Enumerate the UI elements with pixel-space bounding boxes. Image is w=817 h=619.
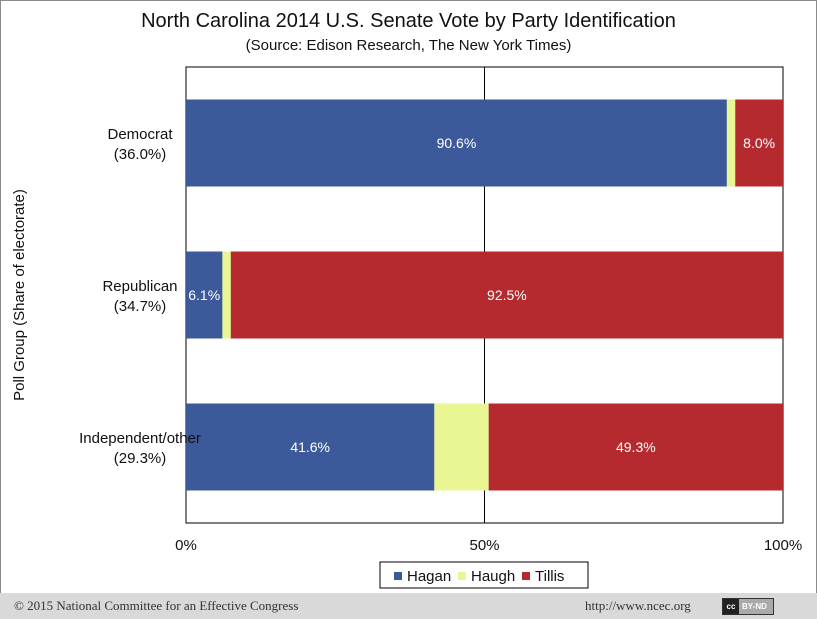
x-tick-label: 100% <box>764 537 802 554</box>
bar-tillis-2 <box>488 403 783 491</box>
bar-hagan-0 <box>186 99 727 187</box>
bar-hagan-2 <box>186 403 435 491</box>
category-share-label: (29.3%) <box>114 450 167 467</box>
legend-label-haugh: Haugh <box>471 568 515 585</box>
footer-bar: © 2015 National Committee for an Effecti… <box>0 593 817 619</box>
cc-icon: cc <box>723 599 739 614</box>
bar-haugh-0 <box>726 99 736 187</box>
cc-license-badge: cc BY-ND <box>722 598 774 615</box>
bar-haugh-1 <box>222 251 231 339</box>
bar-tillis-1 <box>230 251 783 339</box>
legend-label-tillis: Tillis <box>535 568 564 585</box>
data-label-hagan-0: 90.6% <box>437 135 477 151</box>
chart-subtitle: (Source: Edison Research, The New York T… <box>245 37 572 54</box>
legend-swatch-haugh <box>458 572 466 580</box>
legend-swatch-tillis <box>522 572 530 580</box>
legend-box <box>379 561 589 589</box>
bar-haugh-2 <box>434 403 489 491</box>
data-label-tillis-0: 8.0% <box>743 135 775 151</box>
bar-tillis-0 <box>735 99 783 187</box>
data-label-tillis-2: 49.3% <box>616 439 656 455</box>
data-label-hagan-2: 41.6% <box>290 439 330 455</box>
y-axis-title: Poll Group (Share of electorate) <box>11 189 28 401</box>
data-label-tillis-1: 92.5% <box>487 287 527 303</box>
category-share-label: (34.7%) <box>114 298 167 315</box>
cc-license-label: BY-ND <box>742 602 767 611</box>
stacked-bar-chart: 90.6% 8.0% Democrat (36.0%) 6.1% 92.5% Republi… <box>11 66 802 589</box>
legend-swatch-hagan <box>394 572 402 580</box>
category-label: Republican <box>102 278 177 295</box>
category-share-label: (36.0%) <box>114 146 167 163</box>
x-tick-label: 50% <box>469 537 499 554</box>
data-label-hagan-1: 6.1% <box>188 287 220 303</box>
x-tick-label: 0% <box>175 537 197 554</box>
footer-url-link[interactable]: http://www.ncec.org <box>585 598 691 613</box>
category-label: Independent/other <box>79 430 201 447</box>
legend-label-hagan: Hagan <box>407 568 451 585</box>
bar-hagan-1 <box>186 251 223 339</box>
chart-title: North Carolina 2014 U.S. Senate Vote by … <box>141 10 676 32</box>
footer-copyright: © 2015 National Committee for an Effecti… <box>14 598 299 613</box>
category-label: Democrat <box>107 126 173 143</box>
